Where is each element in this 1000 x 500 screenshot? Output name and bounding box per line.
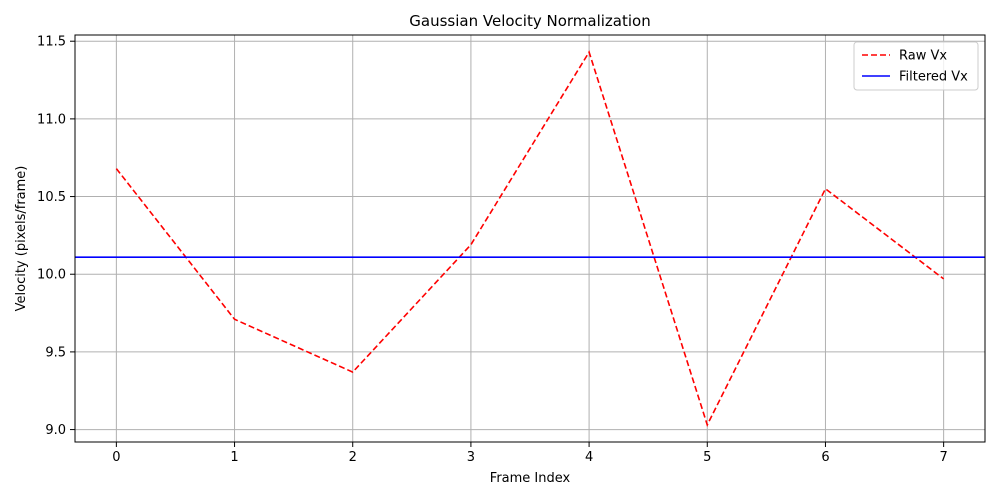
y-tick-label: 10.5 xyxy=(37,190,66,205)
y-tick-label: 11.5 xyxy=(37,35,66,50)
x-tick-label: 2 xyxy=(349,450,357,465)
series-line-raw-vx xyxy=(115,50,945,428)
y-tick-label: 9.0 xyxy=(45,423,66,438)
plot-area-frame xyxy=(74,34,986,443)
x-tick-label: 0 xyxy=(112,450,120,465)
x-tick-label: 1 xyxy=(230,450,238,465)
y-tick-label: 11.0 xyxy=(37,112,66,127)
legend-box xyxy=(853,41,979,91)
x-tick-label: 3 xyxy=(467,450,475,465)
legend-label: Filtered Vx xyxy=(899,70,968,85)
grid xyxy=(75,35,985,442)
y-axis-label: Velocity (pixels/frame) xyxy=(14,166,29,312)
chart-title: Gaussian Velocity Normalization xyxy=(409,12,650,30)
axis-ticks: 0 1 2 3 4 5 6 7 9.0 9.5 10.0 10.5 11.0 11.5 xyxy=(37,35,948,465)
x-tick-label: 6 xyxy=(821,450,829,465)
y-tick-label: 9.5 xyxy=(45,345,66,360)
x-axis-label: Frame Index xyxy=(490,471,571,486)
legend: Raw Vx Filtered Vx xyxy=(853,41,979,91)
series-layer xyxy=(75,50,985,428)
y-tick-label: 10.0 xyxy=(37,268,66,283)
x-tick-label: 7 xyxy=(939,450,947,465)
x-tick-label: 5 xyxy=(703,450,711,465)
legend-label: Raw Vx xyxy=(899,49,947,64)
x-tick-label: 4 xyxy=(585,450,593,465)
